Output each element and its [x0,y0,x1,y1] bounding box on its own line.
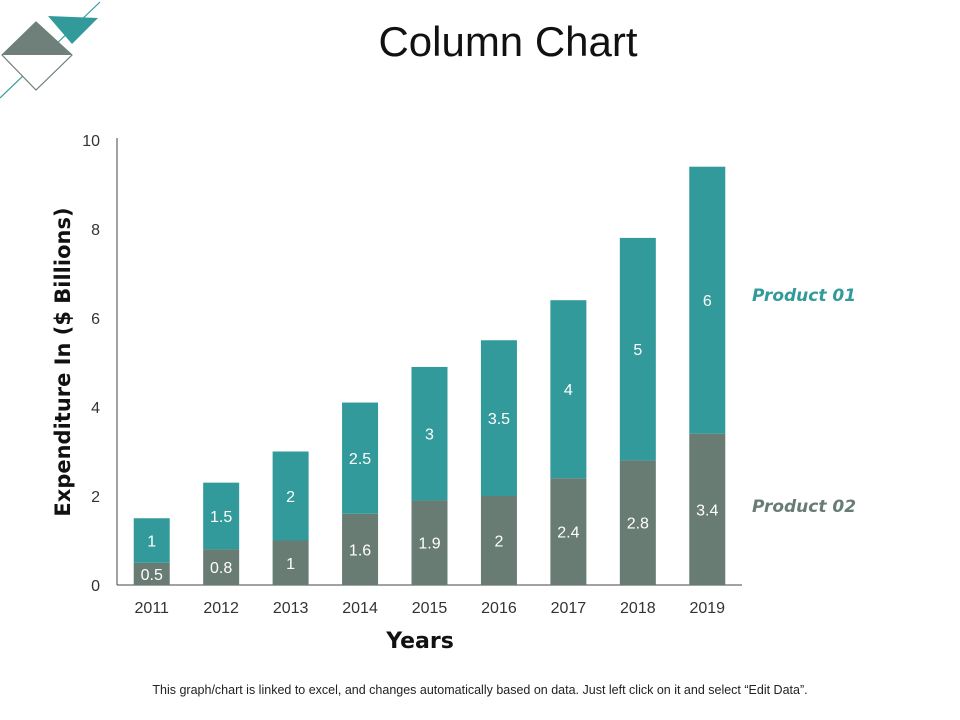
legend-product-02: Product 02 [752,497,856,517]
bar-data-label: 2 [494,534,503,551]
bar-product-02 [133,562,170,585]
footer-note: This graph/chart is linked to excel, and… [152,683,808,697]
bar-data-label: 3 [425,427,434,444]
bar-data-label: 1 [286,556,295,573]
x-tick-label: 2013 [273,600,309,617]
bar-product-01 [203,482,240,550]
bar-product-02 [689,433,726,585]
y-tick-label: 10 [82,133,100,150]
bar-data-label: 0.5 [141,567,163,584]
bar-product-02 [411,500,448,585]
bar-data-label: 2.5 [349,451,371,468]
y-tick-label: 6 [91,311,100,328]
x-tick-label: 2019 [689,600,725,617]
x-tick-label: 2014 [342,600,378,617]
y-tick-label: 8 [91,222,100,239]
bar-data-label: 3.5 [488,411,510,428]
bar-data-label: 1.6 [349,542,371,559]
bar-product-02 [550,478,587,585]
bar-data-label: 5 [633,342,642,359]
x-axis-title: Years [385,629,454,654]
bar-data-label: 1.9 [418,536,440,553]
bar-product-02 [342,513,379,585]
bar-product-01 [550,300,587,479]
bar-product-01 [133,518,170,563]
y-tick-label: 2 [91,489,100,506]
legend-product-01: Product 01 [752,286,856,306]
x-tick-label: 2011 [135,600,170,617]
bar-data-label: 1 [147,534,156,551]
x-tick-label: 2015 [412,600,448,617]
bar-data-label: 0.8 [210,560,232,577]
deco-grey-triangle [2,22,72,55]
y-tick-label: 4 [91,400,100,417]
bar-data-label: 3.4 [696,502,718,519]
decorative-corner-graphic [0,1,101,99]
bar-product-02 [203,549,240,585]
bar-product-01 [272,451,309,541]
bar-product-01 [619,237,656,461]
x-tick-label: 2018 [620,600,656,617]
bar-data-label: 4 [564,382,573,399]
bar-data-label: 2 [286,489,295,506]
bar-product-01 [689,166,726,434]
deco-teal-triangle [48,16,98,44]
bar-product-01 [342,402,379,514]
bar-product-01 [411,366,448,501]
x-tick-label: 2016 [481,600,517,617]
bar-data-label: 1.5 [210,509,232,526]
page-title: Column Chart [378,18,638,65]
y-axis-title: Expenditure In ($ Billions) [51,207,75,516]
x-tick-label: 2012 [203,600,239,617]
bar-data-label: 2.4 [557,525,579,542]
bar-product-02 [619,460,656,585]
bar-product-01 [480,340,517,496]
stacked-column-chart: 0 2 4 6 8 10 0.5 1 2011 0.8 1.5 2012 1 2 2013 1.6 2.5 201… [51,133,856,654]
x-tick-label: 2017 [551,600,587,617]
bar-data-label: 2.8 [627,516,649,533]
bar-data-label: 6 [703,293,712,310]
bar-product-02 [480,496,517,585]
bar-product-02 [272,540,309,585]
y-tick-label: 0 [91,578,100,595]
